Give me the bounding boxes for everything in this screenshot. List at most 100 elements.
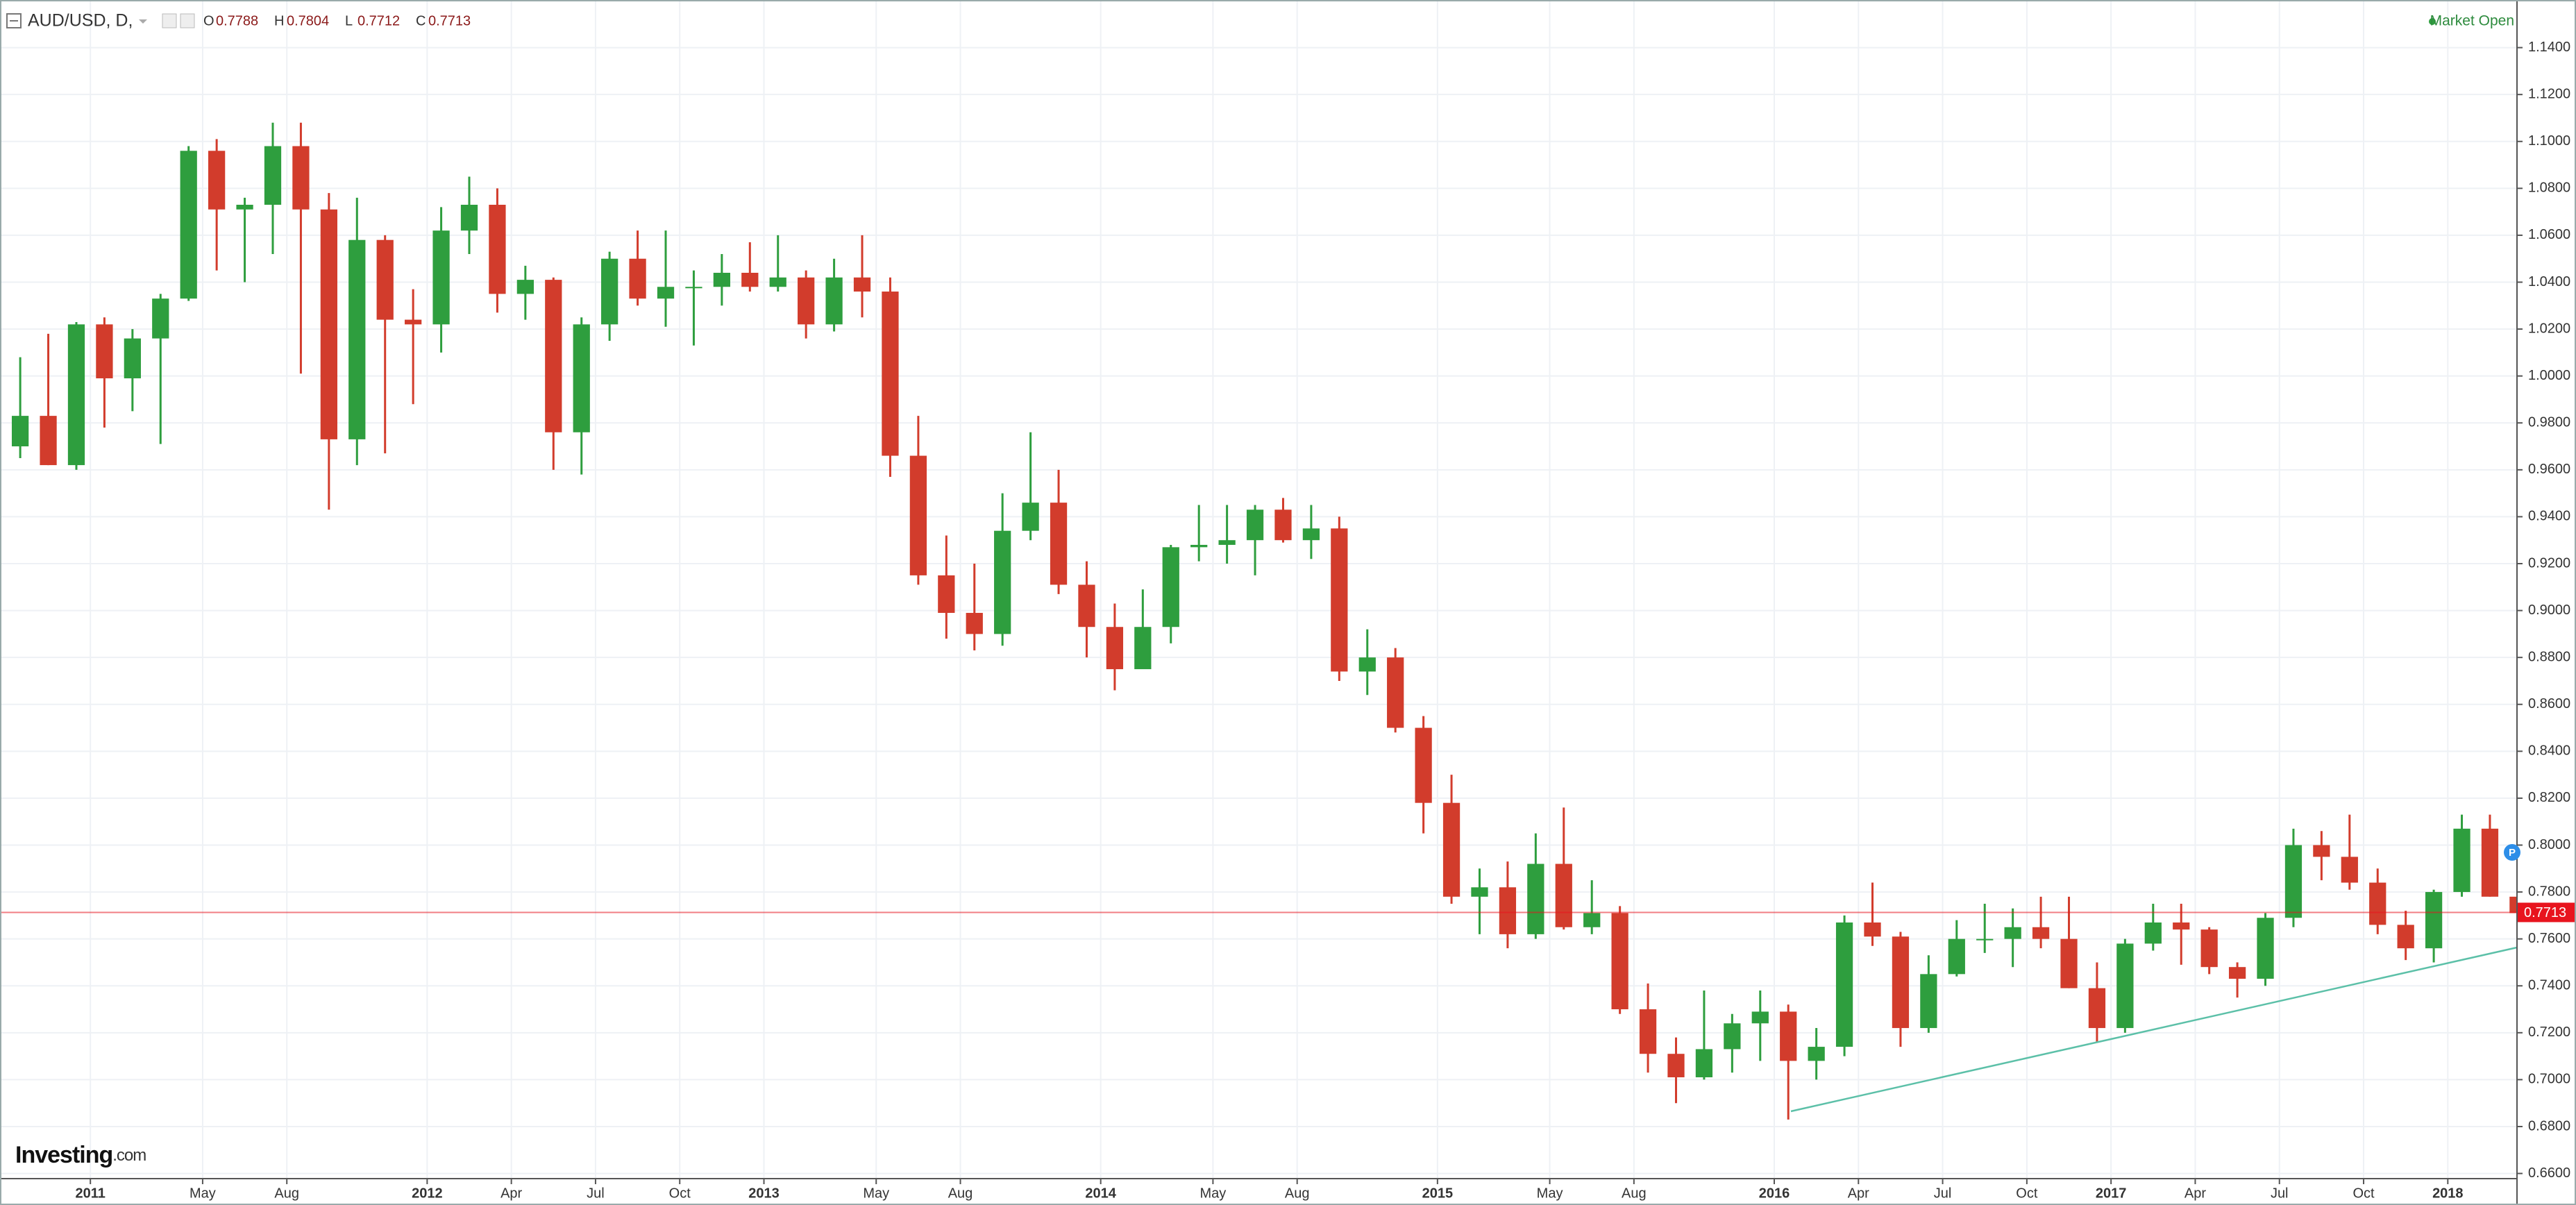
y-tick-label: 0.9000 [2528, 602, 2570, 618]
market-status: Market Open [2430, 13, 2514, 29]
x-tick-label: 2015 [1422, 1186, 1454, 1201]
candle-body [1134, 627, 1152, 670]
status-dot [2429, 18, 2436, 25]
candle-body [2425, 892, 2443, 949]
candle-body [1808, 1047, 1825, 1061]
y-tick-label: 0.8000 [2528, 837, 2570, 852]
candle-body [320, 209, 337, 439]
candle-body [11, 416, 29, 447]
candle-body [1639, 1009, 1657, 1054]
y-tick-label: 0.8200 [2528, 790, 2570, 805]
ohlc-label: H [274, 13, 284, 28]
candle-body [1387, 657, 1404, 728]
logo: Investing.com [15, 1142, 146, 1168]
candle-body [96, 324, 113, 379]
candle-body [348, 239, 366, 439]
candle-body [2032, 927, 2050, 939]
candle-body [2481, 828, 2499, 897]
y-tick-label: 0.7600 [2528, 931, 2570, 946]
price-marker[interactable] [2504, 844, 2520, 861]
y-tick-label: 0.7800 [2528, 884, 2570, 899]
candle-body [1527, 863, 1544, 934]
candle-body [2341, 857, 2358, 883]
candle-body [2088, 988, 2106, 1029]
x-tick-label: Aug [274, 1186, 299, 1201]
x-tick-label: Oct [669, 1186, 691, 1201]
dropdown-arrow[interactable] [139, 19, 147, 24]
candle-body [994, 530, 1011, 634]
candle-body [1274, 509, 1292, 541]
x-tick-label: Aug [1285, 1186, 1310, 1201]
candle-body [2004, 927, 2021, 939]
x-tick-label: Aug [1622, 1186, 1647, 1201]
overlay: 0.7713 [0, 902, 2575, 922]
candle-body [1022, 503, 1039, 531]
candle-body [685, 287, 702, 289]
candle-body [1331, 528, 1348, 672]
x-tick-label: Oct [2016, 1186, 2038, 1201]
candle-body [40, 416, 57, 466]
y-tick-label: 0.9800 [2528, 415, 2570, 430]
collapse-icon[interactable] [6, 13, 22, 28]
candle-body [2060, 938, 2078, 988]
candle-body [2228, 967, 2246, 979]
ohlc-label: O [203, 13, 214, 28]
candle-body [1724, 1023, 1741, 1050]
candle-body [825, 277, 843, 325]
y-tick-label: 1.0000 [2528, 368, 2570, 383]
candle-body [657, 287, 675, 299]
candle-body [1976, 938, 1994, 941]
y-tick-label: 0.7200 [2528, 1025, 2570, 1040]
candle-body [516, 280, 534, 294]
x-tick-label: 2013 [748, 1186, 780, 1201]
format-button[interactable] [180, 13, 195, 28]
candle-body [208, 151, 226, 210]
y-tick-label: 0.9200 [2528, 555, 2570, 571]
candle-body [67, 324, 85, 466]
candle-body [1583, 913, 1601, 927]
y-tick-label: 1.0200 [2528, 321, 2570, 336]
candle-body [1920, 974, 1937, 1029]
candle-body [1415, 727, 1432, 803]
candle-body [1780, 1011, 1797, 1061]
x-tick-label: 2014 [1085, 1186, 1116, 1201]
candle-body [1499, 887, 1517, 934]
ohlc-value: 0.7713 [428, 13, 471, 28]
candle-body [2257, 918, 2274, 979]
candle-body [1667, 1054, 1685, 1078]
y-tick-label: 0.7400 [2528, 978, 2570, 993]
x-tick-label: May [190, 1186, 216, 1201]
settings-button[interactable] [162, 13, 177, 28]
candle-body [769, 277, 786, 287]
candle-body [2453, 828, 2470, 893]
candle-body [405, 319, 422, 325]
ohlc-value: 0.7712 [357, 13, 400, 28]
candle-body [545, 280, 562, 432]
x-tick-label: May [1200, 1186, 1227, 1201]
x-tick-label: May [1537, 1186, 1563, 1201]
y-tick-label: 0.6600 [2528, 1165, 2570, 1181]
candle-body [2369, 882, 2386, 925]
candle-body [1246, 509, 1264, 541]
candle-body [1162, 547, 1179, 627]
x-tick-label: Oct [2352, 1186, 2375, 1201]
y-tick-label: 0.8800 [2528, 649, 2570, 664]
candle-body [2313, 845, 2330, 857]
y-tick-label: 1.0600 [2528, 227, 2570, 242]
candle-body [629, 258, 646, 299]
y-tick-label: 1.0400 [2528, 274, 2570, 289]
candle-body [1471, 887, 1488, 897]
ohlc-label: L [345, 13, 353, 28]
candle-body [292, 146, 310, 210]
y-tick-label: 0.9400 [2528, 509, 2570, 524]
candle-body [1442, 802, 1460, 897]
candle-body [741, 272, 759, 287]
y-tick-label: 1.1400 [2528, 40, 2570, 55]
logo-suffix: .com [112, 1146, 146, 1165]
x-tick-label: Jul [2271, 1186, 2289, 1201]
